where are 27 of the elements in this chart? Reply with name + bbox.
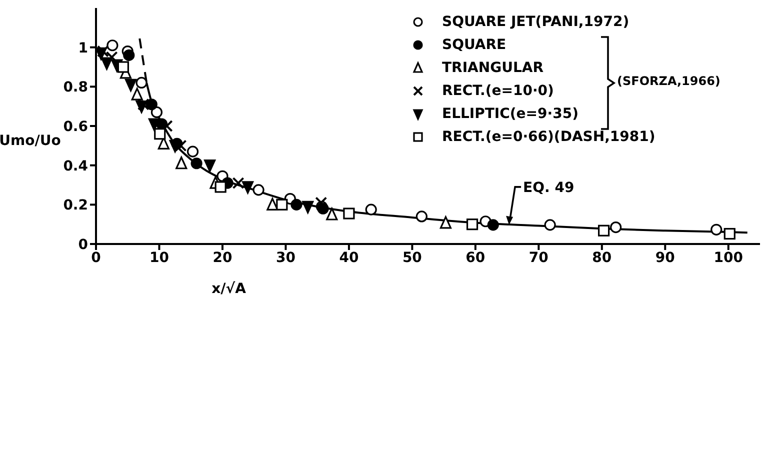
- annotation: (SFORZA,1966): [617, 74, 720, 88]
- y-tick-label: 0.8: [63, 80, 88, 96]
- y-tick-label: 0.6: [63, 118, 88, 135]
- y-tick-label: 0.4: [63, 158, 88, 174]
- legend-label: TRIANGULAR: [442, 60, 544, 76]
- legend-label: RECT.(e=10·0): [442, 82, 554, 98]
- x-tick-label: 20: [212, 250, 232, 266]
- y-tick-label: 0: [78, 236, 88, 253]
- y-tick-label: 1: [78, 40, 88, 56]
- x-axis-title: x/√A: [212, 281, 246, 297]
- x-tick-label: 50: [402, 250, 422, 266]
- legend-label: SQUARE: [442, 36, 506, 52]
- x-tick-label: 90: [655, 250, 676, 266]
- y-axis-title: Umo/Uo: [0, 133, 62, 150]
- y-tick-label: 0.2: [63, 198, 88, 214]
- legend-label: RECT.(e=0·66)(DASH,1981): [442, 128, 656, 144]
- x-tick-label: 10: [149, 250, 170, 266]
- annotation: EQ. 49: [523, 180, 574, 196]
- x-tick-label: 40: [339, 250, 359, 266]
- x-tick-label: 60: [466, 250, 486, 266]
- legend-label: ELLIPTIC(e=9·35): [442, 106, 578, 122]
- legend-label: SQUARE JET(PANI,1972): [442, 14, 630, 30]
- x-tick-label: 70: [528, 250, 549, 266]
- x-tick-label: 80: [592, 250, 612, 266]
- x-tick-label: 100: [714, 250, 744, 266]
- x-tick-label: 30: [276, 250, 296, 266]
- x-tick-label: 0: [91, 250, 102, 266]
